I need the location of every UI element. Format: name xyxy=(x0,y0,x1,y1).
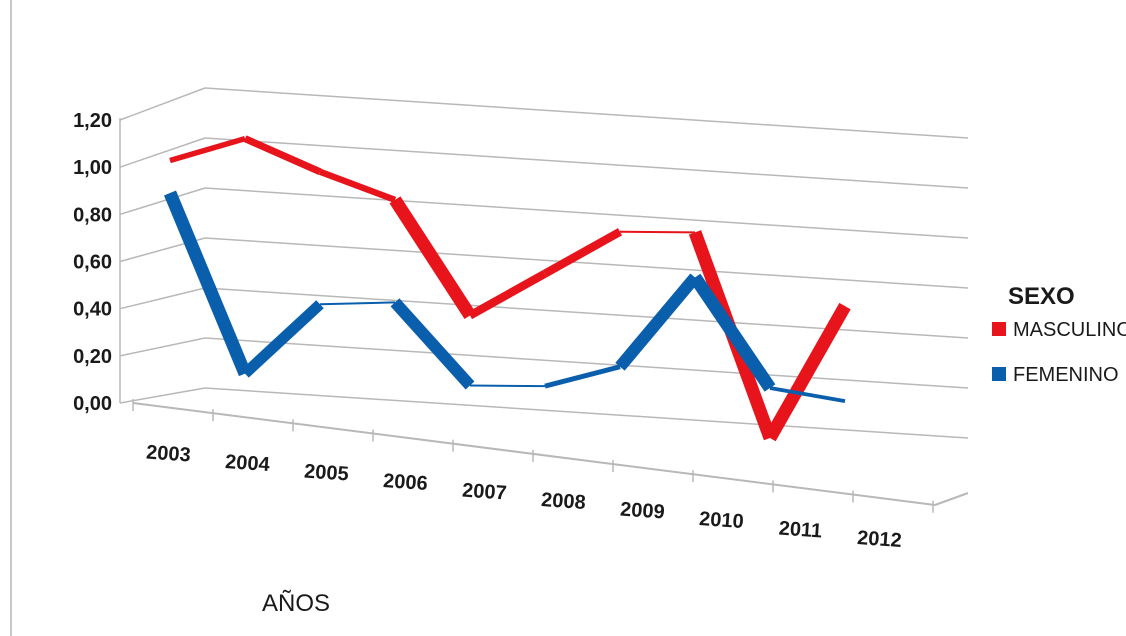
series-segment-femenino xyxy=(163,190,252,377)
gridline-left-0 xyxy=(119,387,206,404)
x-tick-label: 2012 xyxy=(856,527,902,552)
gridline-back-3 xyxy=(204,237,969,289)
series-segment-masculino xyxy=(389,196,476,320)
gridline-back-5 xyxy=(204,137,969,189)
gridline-back-0 xyxy=(204,387,969,439)
y-tick-labels: 0,00 0,20 0,40 0,60 0,80 1,00 1,20 xyxy=(73,110,112,415)
series-segment-masculino xyxy=(619,230,696,234)
floor-front-edge xyxy=(132,402,936,506)
series-segment-femenino xyxy=(390,298,475,390)
series-segment-femenino xyxy=(769,386,846,404)
floor-right-edge xyxy=(934,492,969,506)
y-tick-label: 0,20 xyxy=(73,346,112,368)
x-tick-labels: 2003 2004 2005 2006 2007 2008 2009 2010 2011 2012 xyxy=(145,441,902,552)
series-masculino xyxy=(169,135,851,442)
gridline-left-5 xyxy=(119,137,206,168)
legend: SEXO MASCULINO FEMENINO xyxy=(992,283,1126,386)
x-tick-label: 2003 xyxy=(145,441,191,466)
series-segment-masculino xyxy=(169,136,246,164)
legend-swatch-femenino xyxy=(992,367,1006,381)
legend-label-masculino: MASCULINO xyxy=(1013,319,1126,341)
series-segment-femenino xyxy=(469,384,546,388)
x-tick-label: 2008 xyxy=(540,489,586,514)
x-tick-label: 2009 xyxy=(619,498,665,523)
series-segment-masculino xyxy=(243,135,322,176)
series-segment-masculino xyxy=(542,228,623,278)
series-layer xyxy=(163,135,851,442)
x-tick-label: 2007 xyxy=(461,479,507,504)
x-axis-label: AÑOS xyxy=(262,590,330,617)
x-tick-label: 2006 xyxy=(382,470,428,495)
y-tick-label: 0,40 xyxy=(73,299,112,321)
gridline-back-4 xyxy=(204,187,969,239)
x-tick-label: 2004 xyxy=(224,451,271,476)
y-tick-label: 0,60 xyxy=(73,252,112,274)
series-segment-femenino xyxy=(615,273,700,371)
series-segment-masculino xyxy=(764,302,851,442)
y-tick-label: 0,00 xyxy=(73,393,112,415)
series-segment-femenino xyxy=(319,301,396,306)
legend-swatch-masculino xyxy=(992,322,1006,336)
y-tick-label: 0,80 xyxy=(73,204,112,226)
y-tick-label: 1,20 xyxy=(73,110,112,132)
legend-title: SEXO xyxy=(1008,283,1075,310)
series-segment-femenino xyxy=(241,300,324,378)
gridline-left-6 xyxy=(119,87,206,121)
series-segment-masculino xyxy=(318,168,397,203)
legend-label-femenino: FEMENINO xyxy=(1013,364,1119,386)
series-segment-masculino xyxy=(467,269,548,320)
gridline-back-2 xyxy=(204,287,969,339)
x-tick-label: 2010 xyxy=(698,508,744,533)
left-border-line xyxy=(10,0,12,636)
series-segment-femenino xyxy=(689,273,776,392)
gridline-left-1 xyxy=(119,337,206,357)
y-tick-label: 1,00 xyxy=(73,157,112,179)
x-tick-label: 2005 xyxy=(303,460,349,485)
series-femenino xyxy=(163,190,846,404)
gridline-back-6 xyxy=(204,87,969,139)
gridline-left-4 xyxy=(119,187,206,216)
series-segment-femenino xyxy=(544,364,621,389)
gridline-back-1 xyxy=(204,337,969,389)
gridline-left-2 xyxy=(119,287,206,310)
grid-layer xyxy=(119,87,969,513)
x-tick-label: 2011 xyxy=(778,518,823,543)
